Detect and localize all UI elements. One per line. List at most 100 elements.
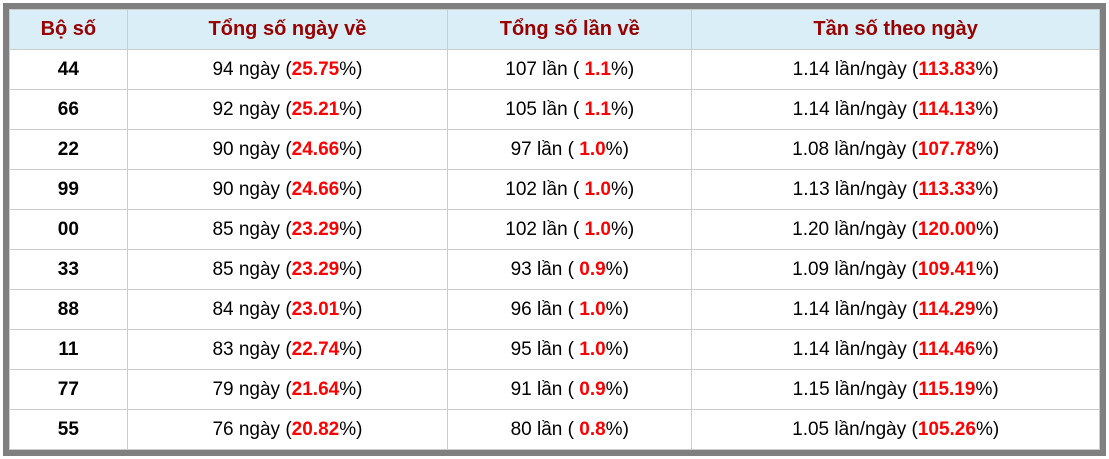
- column-header-total-days: Tổng số ngày về: [126, 9, 449, 50]
- percent-close: %): [975, 98, 999, 120]
- total-days-cell: 84 ngày (23.01%): [126, 289, 449, 330]
- frequency-cell: 1.05 lần/ngày (105.26%): [691, 409, 1100, 450]
- total-times-cell: 91 lần ( 0.9%): [447, 369, 693, 410]
- times-percent: 1.0: [579, 338, 606, 360]
- percent-close: %): [339, 298, 363, 320]
- frequency-text: 1.08 lần/ngày (: [792, 138, 918, 160]
- times-percent: 1.0: [584, 178, 611, 200]
- pair-number: 33: [9, 249, 128, 290]
- days-text: 94 ngày (: [212, 58, 292, 80]
- total-times-cell: 102 lần ( 1.0%): [447, 169, 693, 210]
- frequency-text: 1.20 lần/ngày (: [792, 218, 918, 240]
- times-percent: 1.0: [579, 298, 606, 320]
- days-text: 79 ngày (: [212, 378, 292, 400]
- frequency-text: 1.13 lần/ngày (: [792, 178, 919, 200]
- days-percent: 20.82: [291, 418, 340, 440]
- frequency-percent: 120.00: [917, 218, 976, 240]
- frequency-cell: 1.09 lần/ngày (109.41%): [691, 249, 1100, 290]
- percent-close: %): [975, 178, 999, 200]
- days-text: 85 ngày (: [212, 258, 292, 280]
- frequency-percent: 105.26: [917, 418, 976, 440]
- frequency-text: 1.14 lần/ngày (: [792, 58, 919, 80]
- total-days-cell: 83 ngày (22.74%): [126, 329, 449, 370]
- percent-close: %): [605, 258, 629, 280]
- total-days-cell: 92 ngày (25.21%): [126, 89, 449, 130]
- header-row: Bộ số Tổng số ngày về Tổng số lần về Tần…: [9, 9, 1100, 50]
- frequency-text: 1.05 lần/ngày (: [792, 418, 918, 440]
- days-percent: 24.66: [291, 178, 340, 200]
- times-percent: 0.9: [579, 378, 606, 400]
- column-header-pair: Bộ số: [9, 9, 128, 50]
- total-times-cell: 93 lần ( 0.9%): [447, 249, 693, 290]
- total-days-cell: 79 ngày (21.64%): [126, 369, 449, 410]
- frequency-percent: 107.78: [917, 138, 976, 160]
- total-days-cell: 76 ngày (20.82%): [126, 409, 449, 450]
- total-times-cell: 80 lần ( 0.8%): [447, 409, 693, 450]
- total-days-cell: 94 ngày (25.75%): [126, 49, 449, 90]
- percent-close: %): [610, 178, 635, 200]
- days-percent: 21.64: [291, 378, 340, 400]
- frequency-percent: 109.41: [917, 258, 976, 280]
- days-percent: 22.74: [291, 338, 340, 360]
- percent-close: %): [975, 298, 999, 320]
- days-percent: 24.66: [291, 138, 340, 160]
- times-text: 96 lần (: [510, 298, 580, 320]
- days-percent: 23.29: [291, 218, 340, 240]
- days-percent: 23.01: [291, 298, 340, 320]
- percent-close: %): [975, 258, 1000, 280]
- percent-close: %): [605, 378, 629, 400]
- table-row: 77 79 ngày (21.64%) 91 lần ( 0.9%) 1.15 lần…: [9, 369, 1100, 410]
- frequency-cell: 1.14 lần/ngày (114.46%): [691, 329, 1100, 370]
- times-percent: 1.0: [584, 218, 611, 240]
- total-days-cell: 90 ngày (24.66%): [126, 169, 449, 210]
- column-header-frequency: Tần số theo ngày: [691, 9, 1100, 50]
- frequency-cell: 1.14 lần/ngày (114.29%): [691, 289, 1100, 330]
- percent-close: %): [339, 58, 363, 80]
- total-days-cell: 85 ngày (23.29%): [126, 249, 449, 290]
- times-text: 91 lần (: [510, 378, 580, 400]
- percent-close: %): [605, 418, 629, 440]
- frequency-cell: 1.08 lần/ngày (107.78%): [691, 129, 1100, 170]
- lottery-pair-statistics-table: Bộ số Tổng số ngày về Tổng số lần về Tần…: [9, 9, 1100, 450]
- frequency-text: 1.15 lần/ngày (: [792, 378, 919, 400]
- percent-close: %): [605, 298, 629, 320]
- times-percent: 0.8: [579, 418, 606, 440]
- percent-close: %): [339, 258, 363, 280]
- table-row: 22 90 ngày (24.66%) 97 lần ( 1.0%) 1.08 lần…: [9, 129, 1100, 170]
- percent-close: %): [339, 138, 363, 160]
- pair-number: 22: [9, 129, 128, 170]
- frequency-text: 1.14 lần/ngày (: [792, 98, 919, 120]
- days-text: 90 ngày (: [212, 138, 292, 160]
- table-row: 55 76 ngày (20.82%) 80 lần ( 0.8%) 1.05 lần…: [9, 409, 1100, 450]
- pair-number: 99: [9, 169, 128, 210]
- times-text: 105 lần (: [505, 98, 585, 120]
- pair-number: 11: [9, 329, 128, 370]
- frequency-cell: 1.15 lần/ngày (115.19%): [691, 369, 1100, 410]
- percent-close: %): [339, 338, 363, 360]
- times-text: 107 lần (: [505, 58, 585, 80]
- days-text: 90 ngày (: [212, 178, 292, 200]
- times-text: 95 lần (: [510, 338, 580, 360]
- table-row: 88 84 ngày (23.01%) 96 lần ( 1.0%) 1.14 lần…: [9, 289, 1100, 330]
- total-times-cell: 102 lần ( 1.0%): [447, 209, 693, 250]
- frequency-percent: 115.19: [918, 378, 976, 400]
- total-times-cell: 95 lần ( 1.0%): [447, 329, 693, 370]
- total-times-cell: 96 lần ( 1.0%): [447, 289, 693, 330]
- times-percent: 0.9: [579, 258, 606, 280]
- percent-close: %): [975, 138, 1000, 160]
- total-times-cell: 105 lần ( 1.1%): [447, 89, 693, 130]
- days-percent: 25.75: [291, 58, 340, 80]
- statistics-table-frame: Bộ số Tổng số ngày về Tổng số lần về Tần…: [3, 3, 1106, 456]
- frequency-percent: 114.29: [918, 298, 976, 320]
- days-percent: 25.21: [291, 98, 340, 120]
- frequency-percent: 114.46: [918, 338, 976, 360]
- table-row: 33 85 ngày (23.29%) 93 lần ( 0.9%) 1.09 lần…: [9, 249, 1100, 290]
- percent-close: %): [975, 378, 999, 400]
- percent-close: %): [605, 338, 629, 360]
- frequency-percent: 113.33: [918, 178, 976, 200]
- total-days-cell: 85 ngày (23.29%): [126, 209, 449, 250]
- frequency-text: 1.14 lần/ngày (: [792, 338, 919, 360]
- frequency-percent: 114.13: [918, 98, 976, 120]
- times-percent: 1.0: [579, 138, 606, 160]
- table-row: 66 92 ngày (25.21%) 105 lần ( 1.1%) 1.14 lầ…: [9, 89, 1100, 130]
